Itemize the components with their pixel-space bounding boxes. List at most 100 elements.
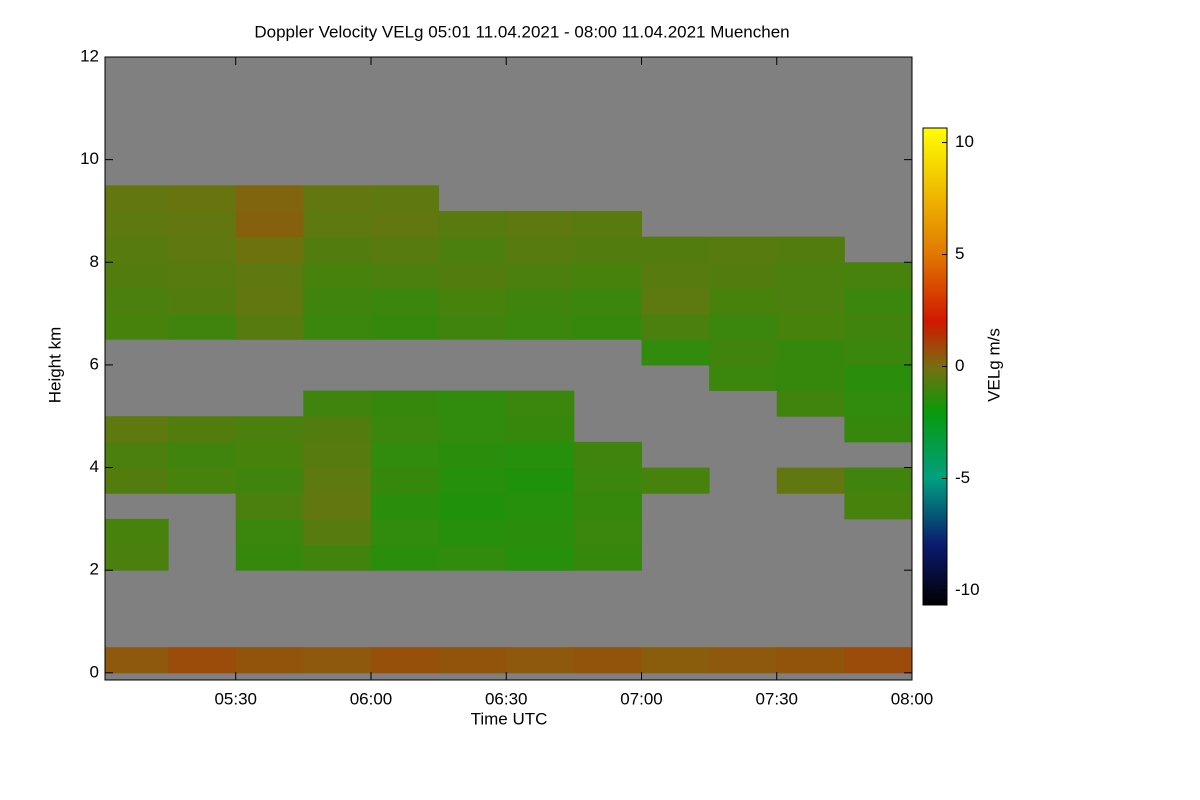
heatmap-cell [303, 544, 372, 571]
heatmap-cell [573, 287, 642, 315]
heatmap-cell [105, 441, 169, 469]
heatmap-cell [438, 467, 507, 494]
heatmap-cell [438, 416, 507, 443]
heatmap-cell [573, 647, 642, 674]
heatmap-cell [235, 493, 304, 520]
heatmap-cell [105, 185, 169, 212]
heatmap-cell [641, 236, 710, 263]
heatmap-cell [235, 262, 304, 289]
heatmap-cell [370, 493, 440, 520]
x-tick-label: 06:00 [350, 689, 393, 708]
heatmap-cell [776, 390, 845, 417]
heatmap-cell [105, 518, 169, 546]
x-tick-label: 08:00 [891, 689, 934, 708]
heatmap-cell [709, 262, 778, 289]
heatmap-cell [709, 313, 778, 340]
heatmap-cell [776, 236, 845, 263]
heatmap-cell [438, 390, 507, 417]
heatmap-cell [105, 210, 169, 238]
heatmap-cell [105, 416, 169, 443]
heatmap-cell [303, 185, 372, 212]
heatmap-cell [709, 364, 778, 392]
heatmap-cell [573, 544, 642, 571]
heatmap-cell [370, 518, 440, 546]
heatmap-cell [844, 416, 912, 443]
heatmap-cell [438, 544, 507, 571]
heatmap-cell [709, 339, 778, 366]
y-axis-label: Height km [45, 327, 64, 404]
heatmap-cell [776, 364, 845, 392]
heatmap-cell [303, 287, 372, 315]
colorbar-tick-label: 5 [955, 244, 964, 263]
heatmap-cell [370, 210, 440, 238]
heatmap-cell [235, 467, 304, 494]
heatmap-cell [506, 544, 575, 571]
heatmap-cell [506, 287, 575, 315]
heatmap-cell [844, 647, 912, 674]
heatmap-cell [235, 647, 304, 674]
heatmap-cell [506, 236, 575, 263]
heatmap-cell [641, 262, 710, 289]
heatmap-cell [438, 210, 507, 238]
heatmap-cell [573, 493, 642, 520]
heatmap-cell [370, 544, 440, 571]
heatmap-cell [168, 236, 237, 263]
heatmap-cell [844, 339, 912, 366]
heatmap-cell [506, 441, 575, 469]
heatmap-cell [235, 518, 304, 546]
heatmap-cell [370, 416, 440, 443]
y-tick-label: 2 [90, 560, 99, 579]
heatmap-cell [506, 390, 575, 417]
heatmap-cell [235, 416, 304, 443]
heatmap-cell [438, 493, 507, 520]
heatmap-cell [438, 647, 507, 674]
heatmap-cell [776, 647, 845, 674]
y-tick-label: 4 [90, 457, 99, 476]
heatmap-cell [303, 416, 372, 443]
heatmap-cell [105, 467, 169, 494]
heatmap-cell [303, 390, 372, 417]
heatmap-cell [506, 647, 575, 674]
heatmap-cell [506, 416, 575, 443]
chart-title: Doppler Velocity VELg 05:01 11.04.2021 -… [254, 22, 789, 41]
heatmap-cell [168, 210, 237, 238]
heatmap-cell [168, 313, 237, 340]
heatmap-cell [573, 262, 642, 289]
heatmap-cell [506, 210, 575, 238]
colorbar-tick-label: 10 [955, 132, 974, 151]
colorbar-tick-label: -5 [955, 468, 970, 487]
heatmap-cell [709, 287, 778, 315]
y-tick-label: 8 [90, 252, 99, 271]
heatmap-cell [438, 441, 507, 469]
heatmap-cell [105, 313, 169, 340]
heatmap-cell [105, 287, 169, 315]
x-tick-label: 07:30 [755, 689, 798, 708]
heatmap-cell [235, 544, 304, 571]
heatmap-cell [844, 364, 912, 392]
heatmap-cell [105, 262, 169, 289]
heatmap-cell [235, 236, 304, 263]
heatmap-cell [235, 185, 304, 212]
heatmap-cell [844, 287, 912, 315]
heatmap-cell [370, 467, 440, 494]
heatmap-cell [168, 647, 237, 674]
heatmap-cell [235, 441, 304, 469]
heatmap-cell [641, 647, 710, 674]
heatmap-cell [641, 467, 710, 494]
heatmap-cell [641, 287, 710, 315]
heatmap-cell [168, 416, 237, 443]
heatmap-cell [573, 441, 642, 469]
heatmap-cell [303, 647, 372, 674]
heatmap-cell [235, 287, 304, 315]
heatmap [105, 185, 912, 674]
heatmap-cell [303, 262, 372, 289]
heatmap-cell [844, 262, 912, 289]
heatmap-cell [776, 262, 845, 289]
heatmap-cell [168, 441, 237, 469]
x-tick-label: 07:00 [620, 689, 663, 708]
heatmap-cell [303, 313, 372, 340]
heatmap-cell [709, 647, 778, 674]
heatmap-cell [370, 185, 440, 212]
heatmap-cell [370, 441, 440, 469]
heatmap-cell [370, 647, 440, 674]
